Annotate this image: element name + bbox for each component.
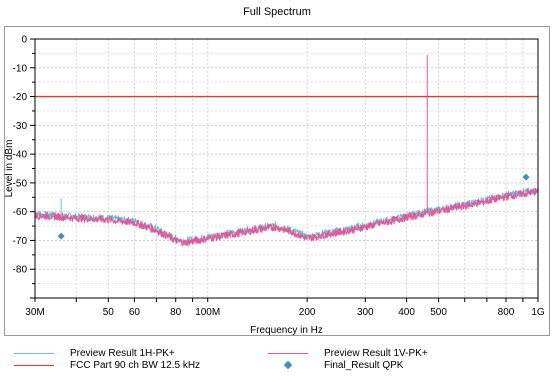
legend-swatch bbox=[14, 353, 54, 354]
y-tick-label: 0 bbox=[21, 35, 27, 46]
plot-content bbox=[34, 54, 539, 247]
legend-label: Preview Result 1H-PK+ bbox=[70, 348, 175, 359]
x-tick-label: 60 bbox=[129, 307, 141, 318]
x-tick-label: 400 bbox=[398, 307, 415, 318]
legend-label: FCC Part 90 ch BW 12.5 kHz bbox=[70, 360, 201, 371]
series-1v-pk-trace bbox=[34, 187, 539, 247]
final-result-marker bbox=[522, 173, 530, 181]
grid-lines bbox=[34, 38, 539, 299]
legend-label: Final_Result QPK bbox=[324, 360, 404, 371]
x-tick-label: 200 bbox=[299, 307, 316, 318]
diamond-marker-icon bbox=[283, 360, 293, 370]
final-result-marker bbox=[57, 232, 65, 240]
chart-frame bbox=[4, 26, 550, 336]
legend-swatch bbox=[268, 353, 308, 354]
x-axis-label: Frequency in Hz bbox=[250, 325, 323, 335]
plot-border bbox=[34, 38, 539, 299]
y-tick-label: -70 bbox=[13, 236, 28, 247]
legend-swatch bbox=[14, 365, 54, 366]
x-tick-label: 500 bbox=[430, 307, 447, 318]
x-tick-label: 1G bbox=[531, 307, 545, 318]
axes: 0 -10 -20 -30 -40 -50 -60 -70 -80 30M 50 60 80 100M 20… bbox=[13, 35, 545, 319]
y-axis-label: Level in dBm bbox=[4, 140, 15, 198]
legend: Preview Result 1H-PK+ Preview Result 1V-… bbox=[0, 335, 554, 385]
x-tick-label: 100M bbox=[195, 307, 220, 318]
legend-label: Preview Result 1V-PK+ bbox=[324, 348, 428, 359]
y-tick-label: -40 bbox=[13, 150, 28, 161]
series-1h-pk-trace bbox=[34, 187, 539, 246]
y-tick-label: -10 bbox=[13, 63, 28, 74]
y-tick-label: -60 bbox=[13, 207, 28, 218]
y-tick-label: -50 bbox=[13, 178, 28, 189]
x-tick-label: 800 bbox=[498, 307, 515, 318]
y-tick-label: -20 bbox=[13, 92, 28, 103]
y-tick-label: -30 bbox=[13, 121, 28, 132]
x-tick-label: 50 bbox=[103, 307, 115, 318]
x-tick-label: 30M bbox=[25, 307, 44, 318]
y-tick-label: -80 bbox=[13, 265, 28, 276]
x-tick-label: 300 bbox=[357, 307, 374, 318]
chart-title: Full Spectrum bbox=[243, 6, 311, 18]
x-tick-label: 80 bbox=[170, 307, 182, 318]
spectrum-chart: 0 -10 -20 -30 -40 -50 -60 -70 -80 30M 50 60 80 100M 20… bbox=[4, 35, 545, 336]
